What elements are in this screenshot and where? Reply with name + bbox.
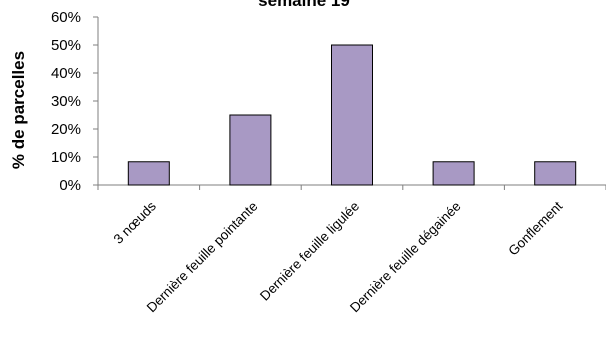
y-tick-label: 40% <box>51 65 81 82</box>
bar <box>229 114 272 186</box>
bar <box>331 44 373 186</box>
x-category-label: Gonflement <box>505 198 565 258</box>
x-category-label: Dernière feuille pointante <box>144 199 261 316</box>
bar <box>127 161 170 186</box>
y-tick-label: 30% <box>51 93 81 110</box>
y-axis-label: % de parcelles <box>9 51 28 169</box>
y-tick-label: 10% <box>51 149 81 166</box>
y-tick-label: 0% <box>59 177 81 194</box>
y-tick-label: 60% <box>51 9 81 26</box>
chart-title: semaine 19 <box>258 0 350 10</box>
bar <box>534 161 577 186</box>
x-category-label: Dernière feuille ligulée <box>257 199 362 304</box>
y-tick-label: 50% <box>51 37 81 54</box>
x-category-label: 3 nœuds <box>111 198 159 246</box>
y-tick-label: 20% <box>51 121 81 138</box>
bar <box>432 161 475 186</box>
x-category-label: Dernière feuille dégainée <box>347 199 464 316</box>
